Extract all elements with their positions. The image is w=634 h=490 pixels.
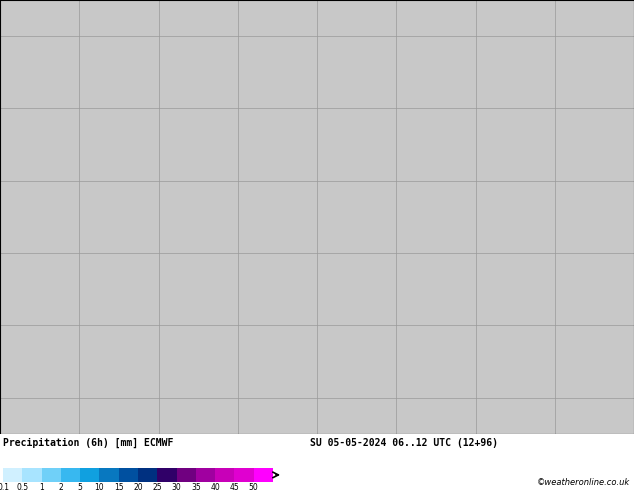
Text: 0.1: 0.1 [0,483,9,490]
Bar [196,468,215,482]
Bar [80,468,100,482]
Text: 20: 20 [133,483,143,490]
Text: 1: 1 [39,483,44,490]
Text: 5: 5 [78,483,82,490]
Text: Precipitation (6h) [mm] ECMWF: Precipitation (6h) [mm] ECMWF [3,438,173,448]
Text: 30: 30 [172,483,181,490]
Text: 40: 40 [210,483,220,490]
Text: 50: 50 [249,483,259,490]
Bar [22,468,42,482]
Bar [254,468,273,482]
Bar [235,468,254,482]
Text: 35: 35 [191,483,201,490]
Text: 2: 2 [58,483,63,490]
Bar [119,468,138,482]
Text: SU 05-05-2024 06..12 UTC (12+96): SU 05-05-2024 06..12 UTC (12+96) [310,438,498,448]
Text: 15: 15 [114,483,124,490]
Text: 0.5: 0.5 [16,483,29,490]
Bar [215,468,235,482]
Bar [61,468,80,482]
Bar [157,468,177,482]
Bar [177,468,196,482]
Text: 10: 10 [94,483,104,490]
Bar [100,468,119,482]
Text: ©weatheronline.co.uk: ©weatheronline.co.uk [537,478,630,487]
Bar [138,468,157,482]
Bar [42,468,61,482]
Text: 25: 25 [152,483,162,490]
Text: 45: 45 [230,483,239,490]
Bar [3,468,22,482]
